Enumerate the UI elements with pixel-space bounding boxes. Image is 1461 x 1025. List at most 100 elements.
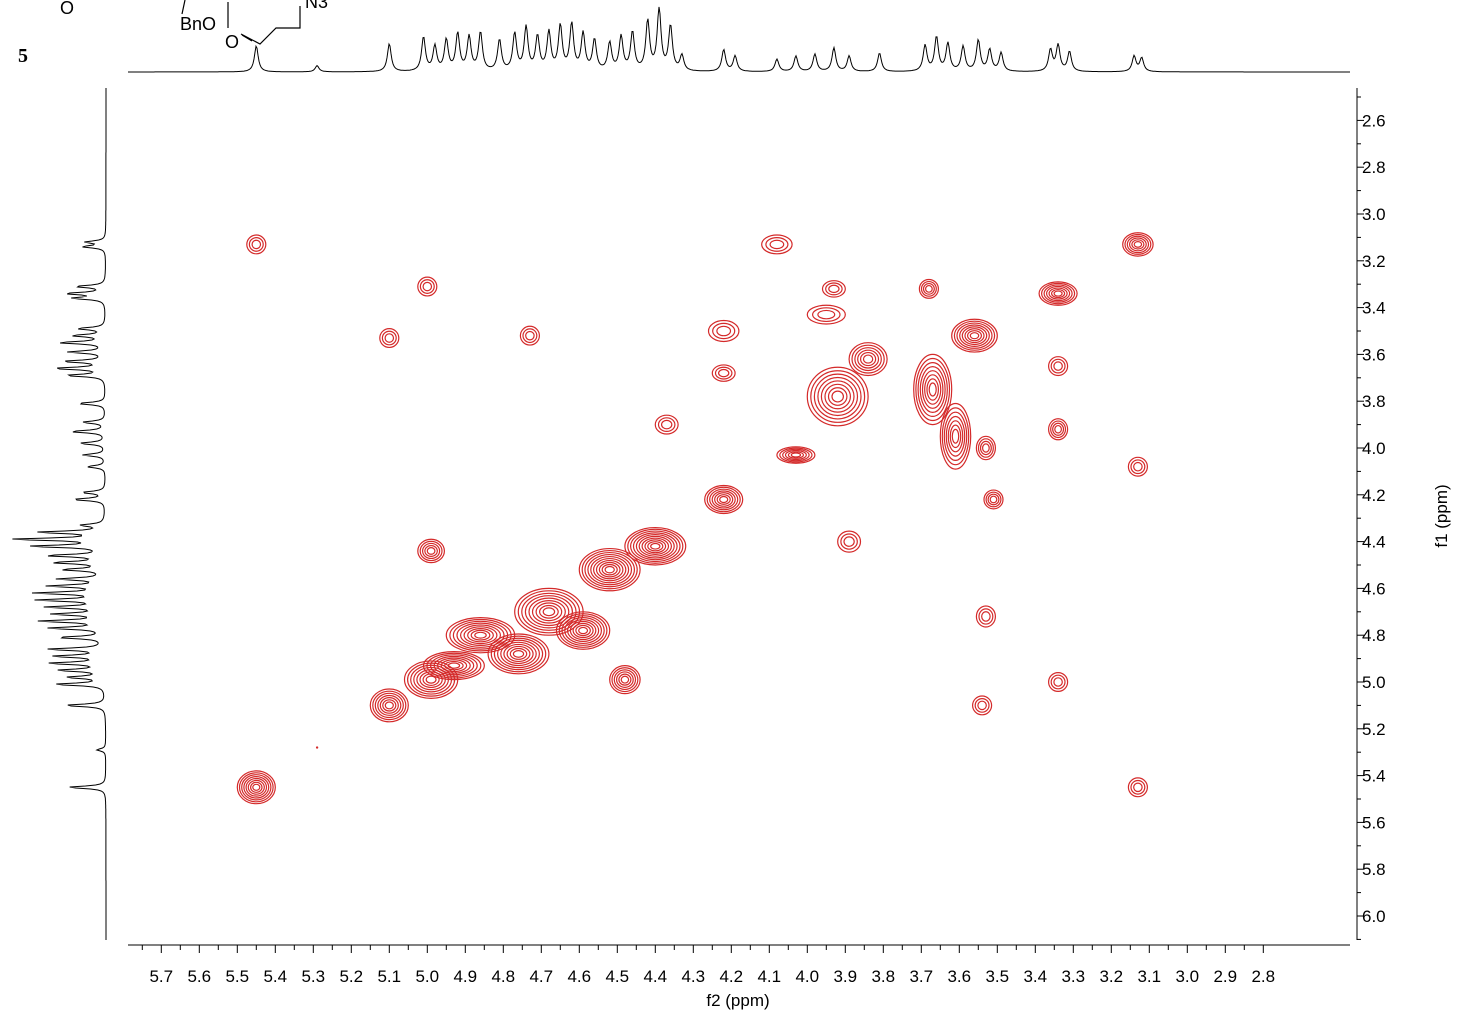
x-tick-label: 3.8 [871, 967, 895, 986]
structure-label-azide: N3 [305, 0, 328, 12]
cross-peak [379, 328, 400, 349]
diagonal-peak [236, 770, 276, 805]
y-tick-label: 5.6 [1362, 813, 1386, 832]
x-tick-label: 5.7 [149, 967, 173, 986]
x-tick-label: 4.0 [795, 967, 819, 986]
x-tick-label: 3.5 [985, 967, 1009, 986]
cross-peak [821, 280, 846, 298]
y-tick-label: 3.8 [1362, 392, 1386, 411]
diagonal-peak [939, 402, 972, 470]
y-tick-label: 2.6 [1362, 111, 1386, 130]
cross-peak [975, 435, 997, 461]
noise-dot [315, 746, 319, 749]
cross-peak [918, 278, 940, 299]
diagonal-peak [445, 617, 516, 654]
x-tick-label: 4.3 [681, 967, 705, 986]
x-tick-label: 3.1 [1137, 967, 1161, 986]
chemical-structure-fragment: O BnO O N3 [60, 0, 328, 52]
diagonal-peak [369, 688, 409, 723]
y-tick-label: 3.2 [1362, 252, 1386, 271]
diagonal-peak [848, 342, 888, 377]
cross-peak [761, 234, 793, 255]
x-tick-label: 2.9 [1213, 967, 1237, 986]
cross-peak [983, 489, 1004, 510]
structure-label-o-ring: O [225, 32, 239, 52]
x-tick-label: 5.3 [301, 967, 325, 986]
y-tick-label: 4.2 [1362, 486, 1386, 505]
x-tick-label: 3.6 [947, 967, 971, 986]
y-tick-label: 3.6 [1362, 345, 1386, 364]
diagonal-peak [951, 318, 998, 353]
x-tick-label: 4.5 [605, 967, 629, 986]
x-tick-label: 2.8 [1251, 967, 1275, 986]
diagonal-peak [578, 547, 641, 592]
diagonal-peak [555, 611, 611, 650]
diagonal-peak [487, 633, 550, 675]
x-tick-label: 3.0 [1175, 967, 1199, 986]
cross-peak [837, 530, 862, 553]
y-tick-label: 6.0 [1362, 907, 1386, 926]
y-tick-label: 4.6 [1362, 579, 1386, 598]
f2-projection-spectrum [128, 6, 1350, 73]
cross-peak [519, 325, 541, 346]
y-tick-label: 5.8 [1362, 860, 1386, 879]
cross-peak [609, 665, 641, 695]
x-tick-label: 3.9 [833, 967, 857, 986]
y-tick-label: 3.0 [1362, 205, 1386, 224]
diagonal-peak [776, 446, 816, 464]
y-tick-label: 5.0 [1362, 673, 1386, 692]
diagonal-peak [1122, 232, 1154, 257]
diagonal-peak [913, 353, 953, 426]
y-tick-label: 4.4 [1362, 533, 1386, 552]
cross-peak [1127, 777, 1149, 798]
cross-peak [1047, 356, 1069, 377]
x-tick-label: 3.2 [1099, 967, 1123, 986]
y-tick-label: 3.4 [1362, 299, 1386, 318]
x-tick-label: 5.5 [225, 967, 249, 986]
cross-peak [806, 304, 846, 325]
cross-peak [1047, 671, 1069, 692]
cross-peak [654, 414, 679, 435]
x-tick-label: 5.0 [415, 967, 439, 986]
cross-peak [975, 605, 997, 628]
diagonal-peak [514, 587, 584, 636]
diagonal-peak [704, 484, 744, 515]
f1-projection-spectrum [12, 88, 107, 940]
diagonal-peak [1038, 281, 1078, 306]
x-tick-label: 4.8 [491, 967, 515, 986]
diagonal-peak [806, 366, 869, 427]
x-tick-label: 3.3 [1061, 967, 1085, 986]
y-tick-label: 5.2 [1362, 720, 1386, 739]
x-tick-label: 4.4 [643, 967, 667, 986]
contour-peaks [236, 232, 1154, 805]
diagonal-peak [624, 526, 687, 566]
x-tick-label: 4.7 [529, 967, 553, 986]
x-tick-label: 3.4 [1023, 967, 1047, 986]
x-tick-label: 5.2 [339, 967, 363, 986]
x-tick-label: 4.9 [453, 967, 477, 986]
x-axis-label: f2 (ppm) [706, 991, 769, 1010]
diagonal-peak [422, 651, 485, 681]
x-tick-label: 4.6 [567, 967, 591, 986]
cross-peak [707, 319, 740, 343]
f2-axis: 5.7 5.6 5.5 5.4 5.3 5.2 5.1 5.0 4.9 4.8 4.7 4.6 4.5 4… [128, 944, 1350, 986]
cross-peak [711, 364, 736, 382]
x-tick-label: 5.1 [377, 967, 401, 986]
cross-peak [1047, 418, 1069, 441]
cross-peak [417, 276, 438, 297]
x-tick-label: 4.1 [757, 967, 781, 986]
y-tick-label: 2.8 [1362, 158, 1386, 177]
f1-axis: 2.6 2.8 3.0 3.2 3.4 3.6 3.8 4.0 4.2 4.4 4.6 4.8 5.0 5… [1356, 88, 1386, 940]
y-tick-label: 5.4 [1362, 767, 1386, 786]
cross-peak [417, 538, 446, 564]
x-tick-label: 3.7 [909, 967, 933, 986]
compound-number-label: 5 [18, 45, 28, 67]
structure-label-bno: BnO [180, 14, 216, 34]
y-tick-label: 4.8 [1362, 626, 1386, 645]
structure-label-o-top: O [60, 0, 74, 18]
cross-peak [1127, 456, 1149, 477]
y-axis-label: f1 (ppm) [1432, 484, 1451, 547]
cross-peak [971, 695, 993, 716]
x-tick-label: 4.2 [719, 967, 743, 986]
